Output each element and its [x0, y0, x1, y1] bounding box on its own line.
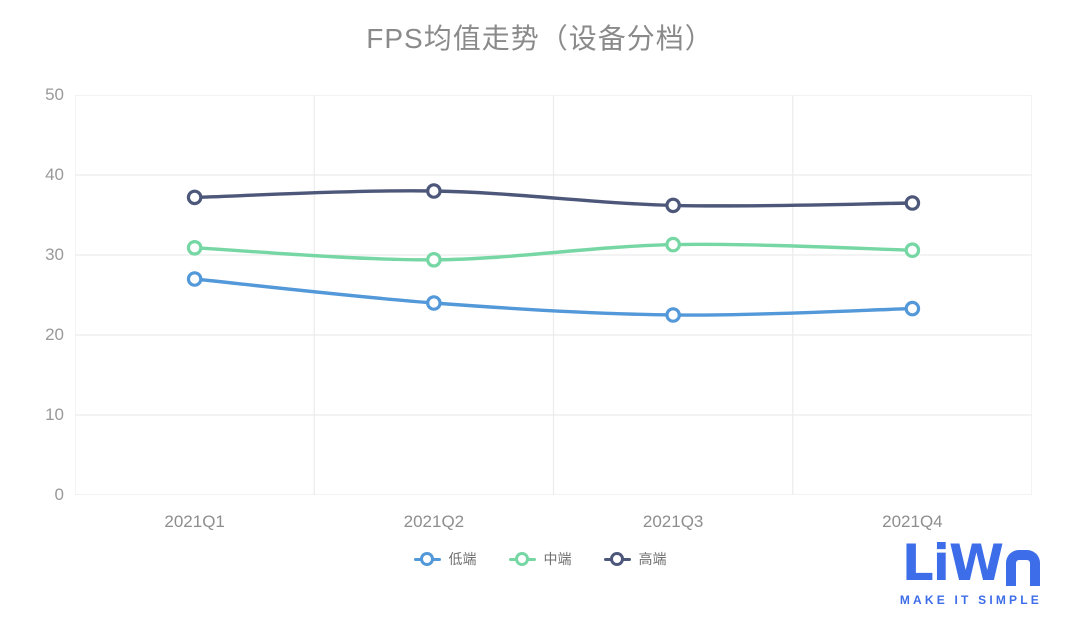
data-point-marker[interactable]	[186, 189, 203, 206]
y-axis-tick-label: 20	[45, 325, 64, 344]
data-point-marker[interactable]	[186, 271, 203, 287]
data-point-marker[interactable]	[426, 183, 442, 199]
data-point-marker[interactable]	[904, 195, 921, 211]
data-point-marker[interactable]	[904, 242, 921, 258]
series-line-高端	[192, 189, 915, 208]
legend-line-circle-icon	[413, 552, 441, 566]
legend-item-label: 中端	[543, 551, 572, 567]
legend-item-低端[interactable]: 低端	[413, 549, 477, 569]
y-axis-tick-label: 30	[45, 245, 64, 264]
chart-title: FPS均值走势（设备分档）	[366, 23, 714, 54]
x-axis-category-label: 2021Q1	[164, 512, 225, 531]
data-point-marker[interactable]	[904, 300, 921, 317]
logo-letter-a-glyph	[1006, 550, 1040, 586]
logo-wordmark: LiW	[900, 534, 1042, 592]
data-point-marker[interactable]	[665, 236, 681, 253]
series-line-低端	[192, 277, 915, 317]
y-axis-tick-label: 0	[54, 485, 64, 504]
x-axis-category-label: 2021Q3	[642, 512, 704, 531]
logo-tagline: MAKE IT SIMPLE	[899, 593, 1042, 607]
plot-area	[75, 95, 1032, 495]
line-chart-canvas	[75, 95, 1032, 495]
logo-text: LiW	[901, 534, 1004, 592]
legend-item-高端[interactable]: 高端	[603, 549, 667, 569]
legend-line-circle-icon	[508, 552, 536, 566]
chart-legend: 低端 中端 高端	[0, 549, 1080, 569]
series-line-中端	[192, 242, 915, 262]
data-point-marker[interactable]	[186, 240, 203, 256]
x-axis-category-label: 2021Q2	[403, 512, 465, 531]
brand-logo: LiW MAKE IT SIMPLE	[900, 538, 1042, 607]
legend-item-label: 高端	[638, 551, 667, 567]
data-point-marker[interactable]	[426, 295, 442, 311]
data-point-marker[interactable]	[426, 252, 442, 268]
legend-item-label: 低端	[448, 551, 477, 567]
y-axis-tick-label: 50	[45, 85, 64, 104]
y-axis-tick-label: 40	[45, 165, 64, 184]
y-axis-tick-label: 10	[45, 405, 64, 424]
data-point-marker[interactable]	[665, 197, 681, 214]
legend-item-中端[interactable]: 中端	[508, 549, 572, 569]
x-axis-category-label: 2021Q4	[882, 512, 943, 531]
legend-line-circle-icon	[603, 552, 631, 566]
data-point-marker[interactable]	[665, 307, 681, 323]
